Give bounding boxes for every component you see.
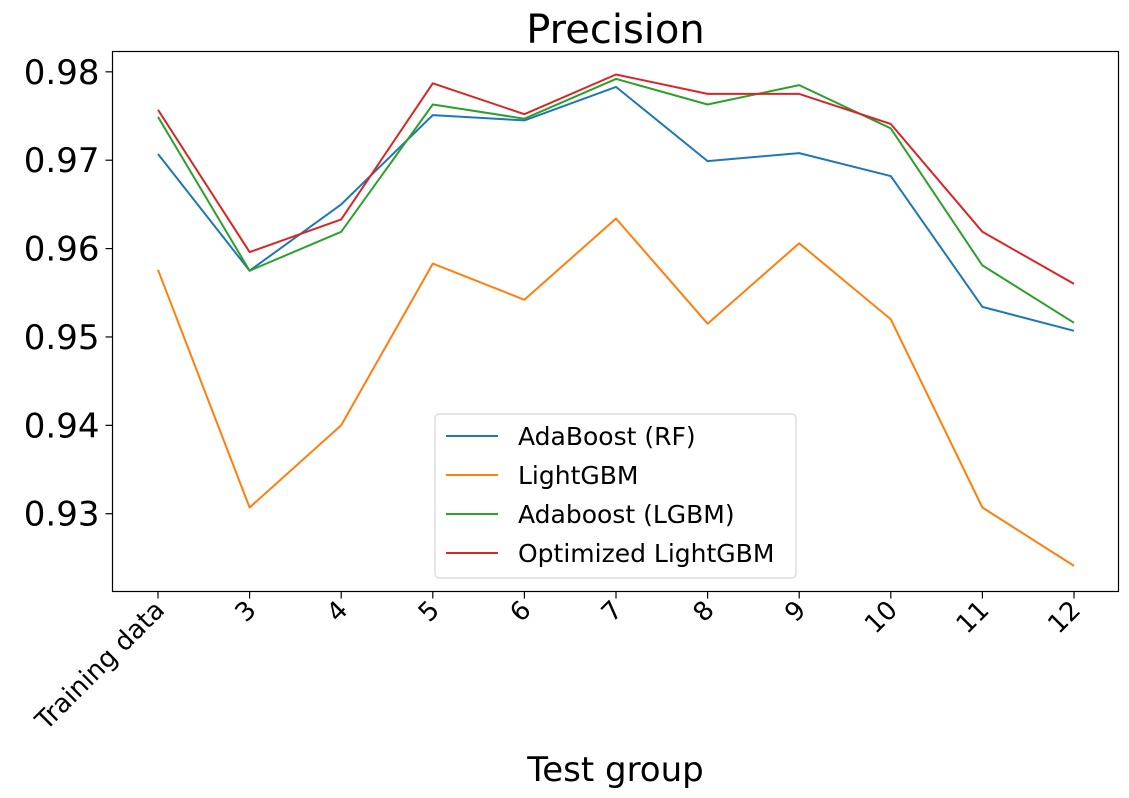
- legend-entry: AdaBoost (RF): [518, 422, 696, 451]
- x-tick-label: 9: [779, 595, 812, 628]
- x-tick-label: 7: [596, 595, 629, 628]
- x-tick-label: Training data: [29, 595, 171, 737]
- legend-entry: Adaboost (LGBM): [518, 500, 735, 529]
- x-tick-label: 11: [951, 595, 996, 640]
- y-tick-label: 0.93: [24, 495, 100, 535]
- y-tick-label: 0.94: [24, 406, 100, 446]
- y-axis: 0.93 0.94 0.95 0.96 0.97 0.98: [24, 53, 113, 535]
- series-line-2: [157, 77, 1075, 324]
- x-tick-label: 12: [1042, 595, 1087, 640]
- x-tick-label: 3: [230, 595, 263, 628]
- series-line-0: [157, 85, 1075, 332]
- series-layer: [157, 73, 1075, 567]
- y-tick-label: 0.98: [24, 53, 100, 93]
- y-tick-label: 0.96: [24, 230, 100, 270]
- x-tick-label: 10: [859, 595, 904, 640]
- x-tick-label: 8: [688, 595, 721, 628]
- legend-entry: Optimized LightGBM: [518, 539, 774, 568]
- y-tick-label: 0.97: [24, 141, 100, 181]
- legend-entry: LightGBM: [518, 461, 638, 490]
- series-line-3: [157, 73, 1075, 285]
- x-tick-label: 6: [504, 595, 537, 628]
- legend: AdaBoost (RF) LightGBM Adaboost (LGBM) Opti…: [434, 413, 797, 579]
- x-tick-label: 5: [413, 595, 446, 628]
- chart-title: Precision: [526, 7, 704, 53]
- series-line-1: [157, 217, 1075, 567]
- x-axis: Training data 3 4 5 6 7 8 9 10 11 12: [29, 591, 1087, 737]
- x-tick-label: 4: [321, 595, 354, 628]
- legend-frame: [434, 413, 797, 579]
- x-axis-label: Test group: [526, 750, 704, 790]
- y-tick-label: 0.95: [24, 318, 100, 358]
